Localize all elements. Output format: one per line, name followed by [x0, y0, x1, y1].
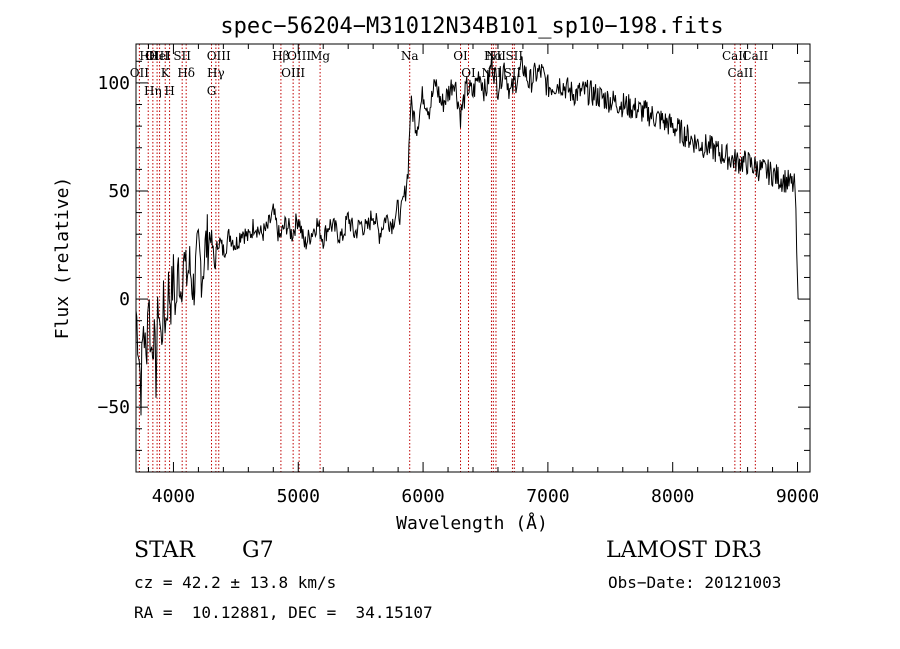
y-axis: −50 0 50 100 [97, 60, 810, 451]
line-label-20: NII [481, 66, 501, 80]
line-label-17: OI [453, 49, 468, 63]
line-label-5: H [164, 84, 174, 98]
line-label-16: Na [401, 49, 419, 63]
chart-title: spec−56204−M31012N34B101_sp10−198.fits [220, 14, 723, 39]
line-label-4: K [161, 66, 171, 80]
line-label-25: CaII [727, 66, 753, 80]
x-tick-label-5: 9000 [776, 486, 819, 507]
y-tick-label-2: 50 [108, 181, 130, 202]
line-label-6: HeI [148, 49, 171, 63]
y-tick-label-3: 100 [97, 73, 130, 94]
line-label-1: OII [130, 66, 150, 80]
line-label-8: Hδ [177, 66, 195, 80]
y-tick-label-0: −50 [97, 397, 130, 418]
line-label-15: Mg [310, 49, 330, 63]
y-tick-label-1: 0 [119, 289, 130, 310]
x-axis-label: Wavelength (Å) [396, 512, 548, 534]
line-label-12: Hβ [272, 49, 289, 63]
line-label-24: CaII [722, 49, 748, 63]
line-label-23: SII [505, 49, 523, 63]
x-axis: 4000 5000 6000 7000 8000 9000 [147, 44, 819, 507]
x-tick-label-3: 7000 [526, 486, 569, 507]
line-label-0: Hθ [139, 49, 157, 63]
ra-dec-coordinates: RA = 10.12881, DEC = 34.15107 [134, 603, 433, 622]
x-tick-label-0: 4000 [152, 486, 195, 507]
redshift-velocity: cz = 42.2 ± 13.8 km/s [134, 573, 337, 592]
x-tick-label-4: 8000 [651, 486, 694, 507]
survey-name: LAMOST DR3 [606, 538, 762, 563]
object-subclass: G7 [242, 538, 274, 563]
line-label-18: OI [461, 66, 476, 80]
line-label-7: SII [173, 49, 191, 63]
line-label-13: OIII [281, 66, 305, 80]
x-tick-label-2: 6000 [401, 486, 444, 507]
emission-line-markers [138, 44, 756, 472]
line-label-19: Hα [484, 49, 503, 63]
x-tick-label-1: 5000 [277, 486, 320, 507]
line-label-22: SII [504, 66, 522, 80]
line-label-3: Hη [144, 84, 162, 98]
line-label-21: NII [486, 49, 506, 63]
line-label-2: OIII [145, 49, 169, 63]
plot-frame [135, 43, 811, 473]
observation-date: Obs−Date: 20121003 [608, 573, 782, 592]
line-label-10: Hγ [207, 66, 225, 80]
line-label-9: OIII [207, 49, 231, 63]
line-label-26: CaII [742, 49, 768, 63]
flux-series-line [135, 52, 799, 416]
object-class: STAR [134, 538, 195, 563]
y-axis-label: Flux (relative) [52, 177, 73, 340]
line-label-14: OIII [287, 49, 311, 63]
line-label-11: G [207, 84, 217, 98]
